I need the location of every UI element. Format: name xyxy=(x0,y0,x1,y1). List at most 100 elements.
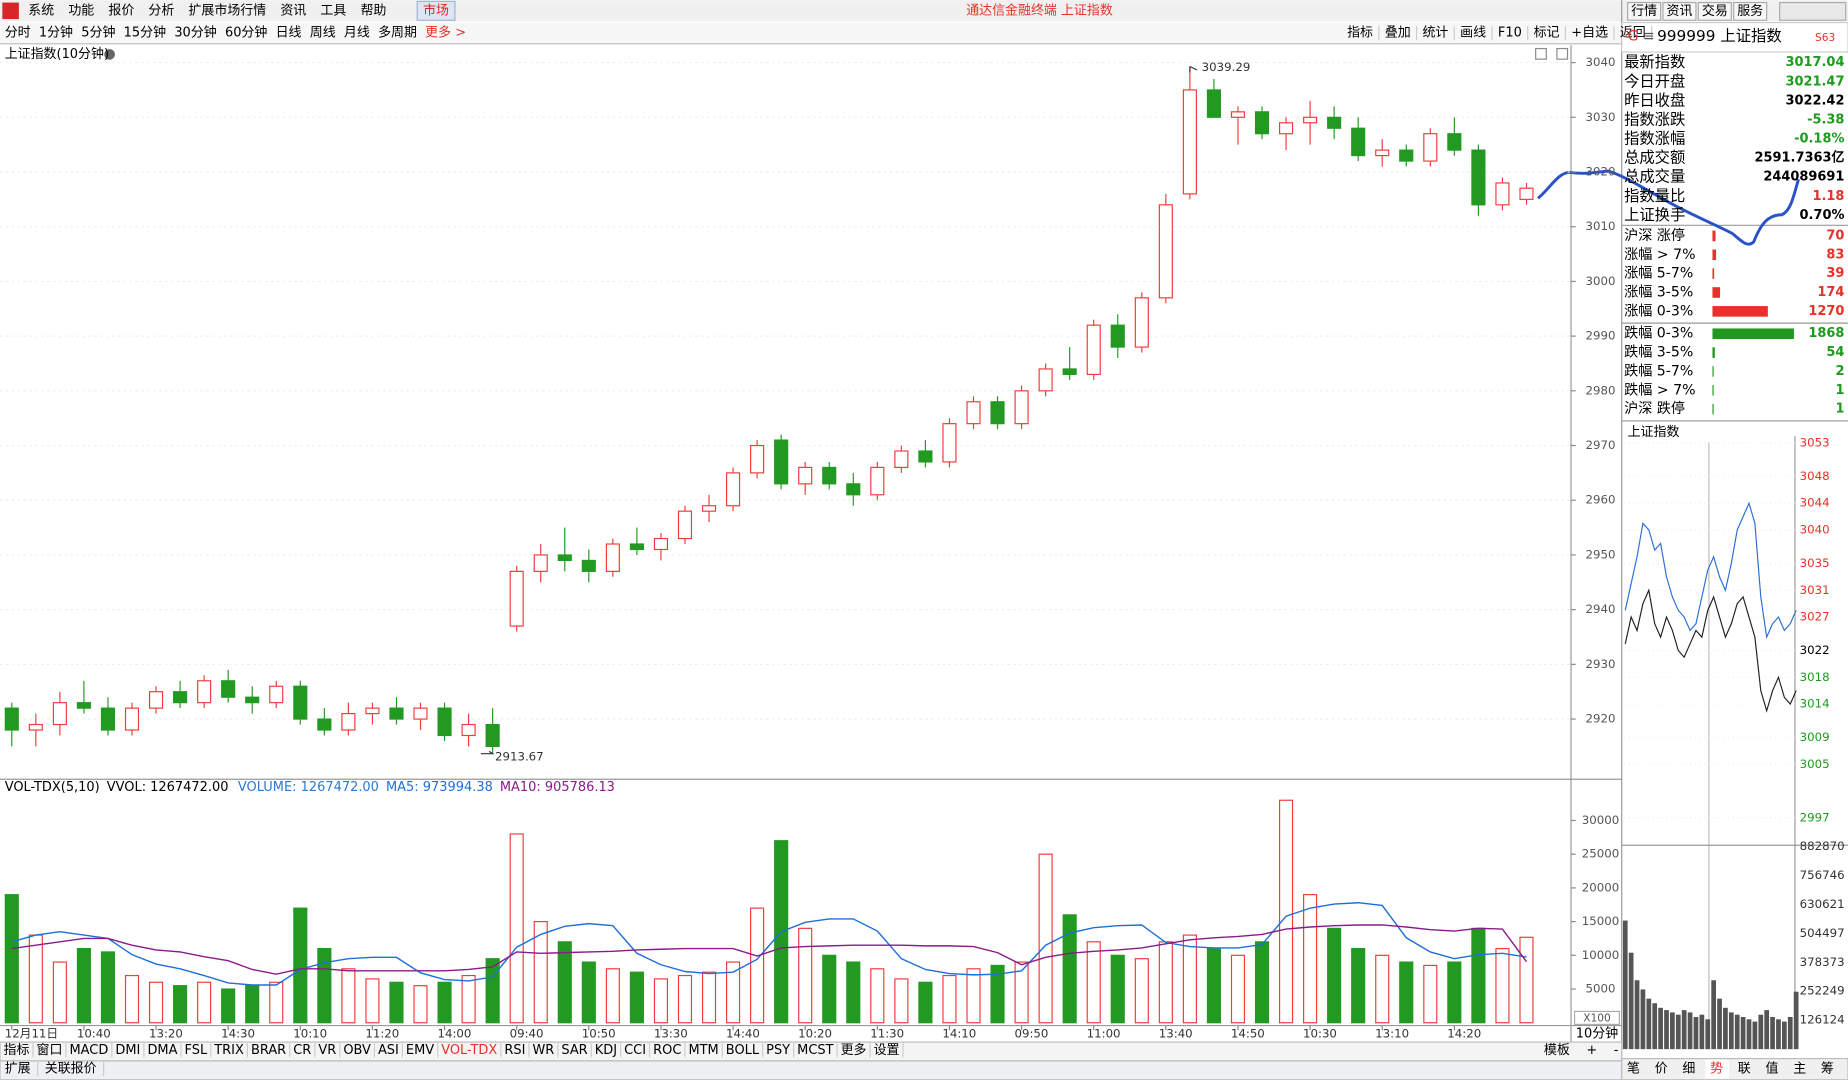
x-tick-label: 11:00 xyxy=(1087,1026,1121,1040)
indicator-tab[interactable]: 指标 xyxy=(4,1043,30,1058)
indicator-tab[interactable]: EMV xyxy=(406,1043,434,1058)
indicator-tab[interactable]: CCI xyxy=(624,1043,646,1058)
side-tab[interactable]: 势 xyxy=(1710,1061,1723,1077)
menu-item[interactable]: 资讯 xyxy=(280,3,306,18)
indicator-tab[interactable]: MCST xyxy=(797,1043,833,1058)
indicator-tab[interactable]: MTM xyxy=(688,1043,718,1058)
candle-body xyxy=(1134,297,1149,348)
indicator-tab[interactable]: OBV xyxy=(343,1043,371,1058)
candle-body xyxy=(1471,149,1486,206)
indicator-tab[interactable]: PSY xyxy=(766,1043,790,1058)
period-tab[interactable]: 1分钟 xyxy=(39,25,73,41)
indicator-tab[interactable]: DMI xyxy=(115,1043,140,1058)
top-button[interactable]: 资讯 xyxy=(1667,4,1693,19)
y-tick-label: 2920 xyxy=(1586,712,1616,726)
menu-item[interactable]: 系统 xyxy=(28,3,54,18)
mini-volume-bar xyxy=(1734,1014,1740,1050)
indicator-tab[interactable]: FSL xyxy=(185,1043,208,1058)
side-tab[interactable]: 细 xyxy=(1682,1062,1695,1077)
period-tab[interactable]: 5分钟 xyxy=(81,25,115,41)
menu-item[interactable]: 扩展市场行情 xyxy=(188,2,266,18)
toolbar-button[interactable]: 叠加 xyxy=(1385,26,1411,41)
indicator-tab[interactable]: CR xyxy=(293,1043,311,1058)
candle-body xyxy=(846,483,861,496)
period-tab[interactable]: 15分钟 xyxy=(124,25,166,41)
breadth-label: 涨幅 > 7% xyxy=(1624,247,1695,263)
quote-label: 上证换手 xyxy=(1624,206,1685,224)
mini-volume-bar xyxy=(1652,1003,1658,1050)
volume-bar xyxy=(1519,936,1534,1024)
more-tab[interactable]: 更多 > xyxy=(425,26,466,41)
indicator-tab[interactable]: WR xyxy=(532,1043,554,1058)
indicator-tab[interactable]: RSI xyxy=(504,1043,525,1058)
x-tick-label: 11:30 xyxy=(870,1026,904,1040)
breadth-bar xyxy=(1712,230,1716,242)
toolbar-button[interactable]: 返回 xyxy=(1620,26,1646,41)
indicator-tab[interactable]: 窗口 xyxy=(37,1042,63,1058)
indicator-tab[interactable]: BOLL xyxy=(726,1043,760,1058)
top-button[interactable]: 行情 xyxy=(1631,4,1657,19)
indicator-tab[interactable]: DMA xyxy=(147,1043,177,1058)
indicator-tab[interactable]: KDJ xyxy=(595,1043,617,1058)
candle-body xyxy=(605,543,620,572)
candle-body xyxy=(1495,182,1510,206)
indicator-tab[interactable]: TRIX xyxy=(213,1043,244,1058)
window-controls xyxy=(1779,1,1847,21)
template-button[interactable]: 模板 xyxy=(1544,1043,1570,1058)
status-tab[interactable]: 扩展 xyxy=(5,1062,31,1077)
toolbar-button[interactable]: 指标 xyxy=(1347,26,1373,41)
period-tab[interactable]: 30分钟 xyxy=(174,25,216,41)
menu-item[interactable]: 报价 xyxy=(108,3,134,18)
period-tab[interactable]: 日线 xyxy=(276,26,302,41)
toolbar-button[interactable]: F10 xyxy=(1498,26,1522,41)
indicator-tab[interactable]: ASI xyxy=(378,1043,399,1058)
indicator-tab[interactable]: VR xyxy=(318,1043,336,1058)
breadth-count: 70 xyxy=(1826,228,1844,243)
status-tab[interactable]: 关联报价 xyxy=(45,1062,97,1077)
volume-bar xyxy=(1182,934,1197,1024)
candle-body xyxy=(293,685,308,720)
side-tab[interactable]: 笔 xyxy=(1627,1061,1640,1077)
toolbar-button[interactable]: 标记 xyxy=(1534,26,1560,41)
volume-bar xyxy=(293,907,308,1024)
volume-bar xyxy=(798,927,813,1024)
menu-item[interactable]: 帮助 xyxy=(360,3,386,18)
template-button[interactable]: - xyxy=(1614,1043,1619,1058)
toolbar-button[interactable]: +自选 xyxy=(1571,26,1608,41)
top-button[interactable]: 服务 xyxy=(1737,3,1763,19)
menu-item[interactable]: 工具 xyxy=(320,3,346,18)
mini-title: 上证指数 xyxy=(1628,425,1680,440)
top-button[interactable]: 交易 xyxy=(1702,3,1728,19)
indicator-tab[interactable]: VOL-TDX xyxy=(441,1043,497,1058)
indicator-tab[interactable]: 更多 xyxy=(841,1043,867,1058)
y-tick-label: 15000 xyxy=(1582,914,1619,928)
period-tab[interactable]: 60分钟 xyxy=(225,25,267,41)
side-tab[interactable]: 价 xyxy=(1655,1062,1668,1077)
indicator-tab[interactable]: 设置 xyxy=(874,1043,900,1058)
mini-volume-bar xyxy=(1740,1016,1746,1050)
side-tab[interactable]: 联 xyxy=(1738,1062,1751,1077)
menu-item[interactable]: 分析 xyxy=(148,3,174,18)
candle-body xyxy=(1062,368,1077,376)
period-tab[interactable]: 多周期 xyxy=(378,26,417,41)
side-tab[interactable]: 值 xyxy=(1766,1061,1779,1077)
period-tab[interactable]: 月线 xyxy=(344,26,370,41)
market-button[interactable]: 市场 xyxy=(423,2,449,18)
volume-bar xyxy=(822,954,837,1024)
toolbar-button[interactable]: 统计 xyxy=(1422,26,1448,41)
indicator-tab[interactable]: MACD xyxy=(69,1043,108,1058)
template-button[interactable]: + xyxy=(1586,1043,1597,1058)
period-tab[interactable]: 周线 xyxy=(310,26,336,41)
indicator-tab[interactable]: BRAR xyxy=(251,1043,286,1058)
mini-volume-bar xyxy=(1658,1007,1663,1050)
period-tab[interactable]: 分时 xyxy=(5,26,31,41)
side-tab[interactable]: 筹 xyxy=(1821,1061,1834,1077)
side-tab[interactable]: 主 xyxy=(1793,1062,1806,1077)
toolbar-button[interactable]: 画线 xyxy=(1460,26,1486,41)
menu-item[interactable]: 功能 xyxy=(68,3,94,18)
volume-bar xyxy=(269,981,284,1024)
volume-bar xyxy=(485,958,500,1024)
indicator-tab[interactable]: ROC xyxy=(653,1043,681,1058)
indicator-tab[interactable]: SAR xyxy=(561,1043,587,1058)
ma-line xyxy=(11,902,1527,986)
